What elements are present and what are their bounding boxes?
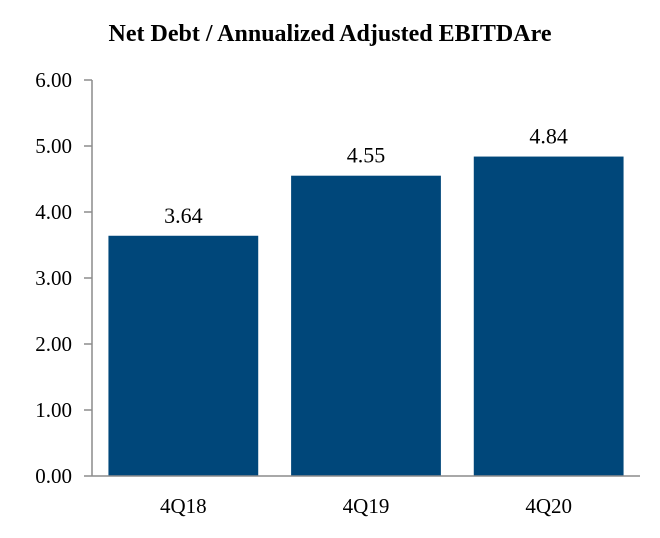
y-tick-label: 6.00: [35, 68, 72, 92]
data-label: 3.64: [164, 203, 203, 228]
chart-title: Net Debt / Annualized Adjusted EBITDAre: [109, 21, 552, 47]
y-tick-label: 3.00: [35, 266, 72, 290]
y-tick-label: 1.00: [35, 398, 72, 422]
bar-4q18: [108, 235, 259, 476]
x-tick-label: 4Q18: [160, 494, 207, 518]
y-tick-label: 4.00: [35, 200, 72, 224]
data-label: 4.55: [347, 143, 386, 168]
x-axis: 4Q18 4Q19 4Q20: [160, 494, 572, 518]
y-tick-label: 2.00: [35, 332, 72, 356]
bars: 3.64 4.55 4.84: [108, 124, 624, 476]
bar-4q19: [291, 175, 441, 476]
y-axis: 0.00 1.00 2.00 3.00 4.00 5.00 6.00: [35, 68, 92, 488]
x-tick-label: 4Q20: [525, 494, 572, 518]
y-tick-label: 0.00: [35, 464, 72, 488]
data-label: 4.84: [529, 124, 568, 149]
y-tick-label: 5.00: [35, 134, 72, 158]
x-tick-label: 4Q19: [343, 494, 390, 518]
bar-4q20: [473, 156, 624, 476]
